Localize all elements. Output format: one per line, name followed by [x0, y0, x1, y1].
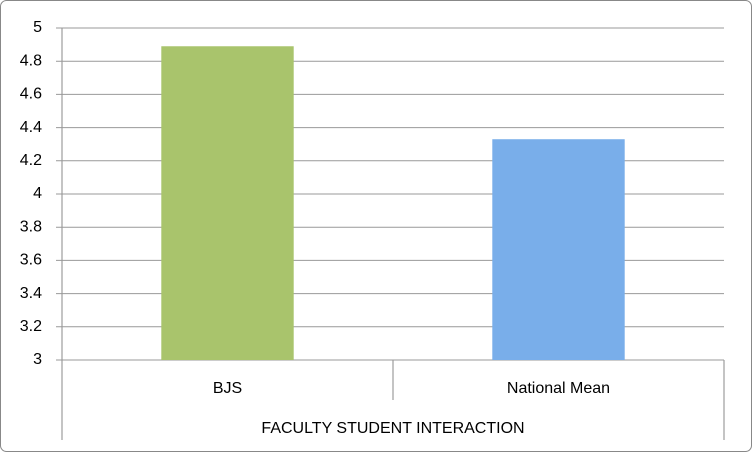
y-tick-label: 3.8: [20, 218, 42, 235]
y-tick-label: 3.4: [20, 285, 42, 302]
y-tick-label: 4.4: [20, 119, 42, 136]
y-tick-label: 4: [33, 185, 42, 202]
y-tick-label: 3.6: [20, 252, 42, 269]
x-axis-title: FACULTY STUDENT INTERACTION: [261, 420, 524, 437]
y-tick-label: 3.2: [20, 318, 42, 335]
x-tick-label: National Mean: [507, 380, 610, 397]
bar: [492, 139, 625, 360]
y-tick-label: 4.6: [20, 86, 42, 103]
y-tick-label: 4.8: [20, 52, 42, 69]
y-tick-label: 4.2: [20, 152, 42, 169]
y-tick-label: 5: [33, 19, 42, 36]
bar: [161, 46, 294, 360]
x-tick-label: BJS: [213, 380, 242, 397]
y-tick-label: 3: [33, 351, 42, 368]
